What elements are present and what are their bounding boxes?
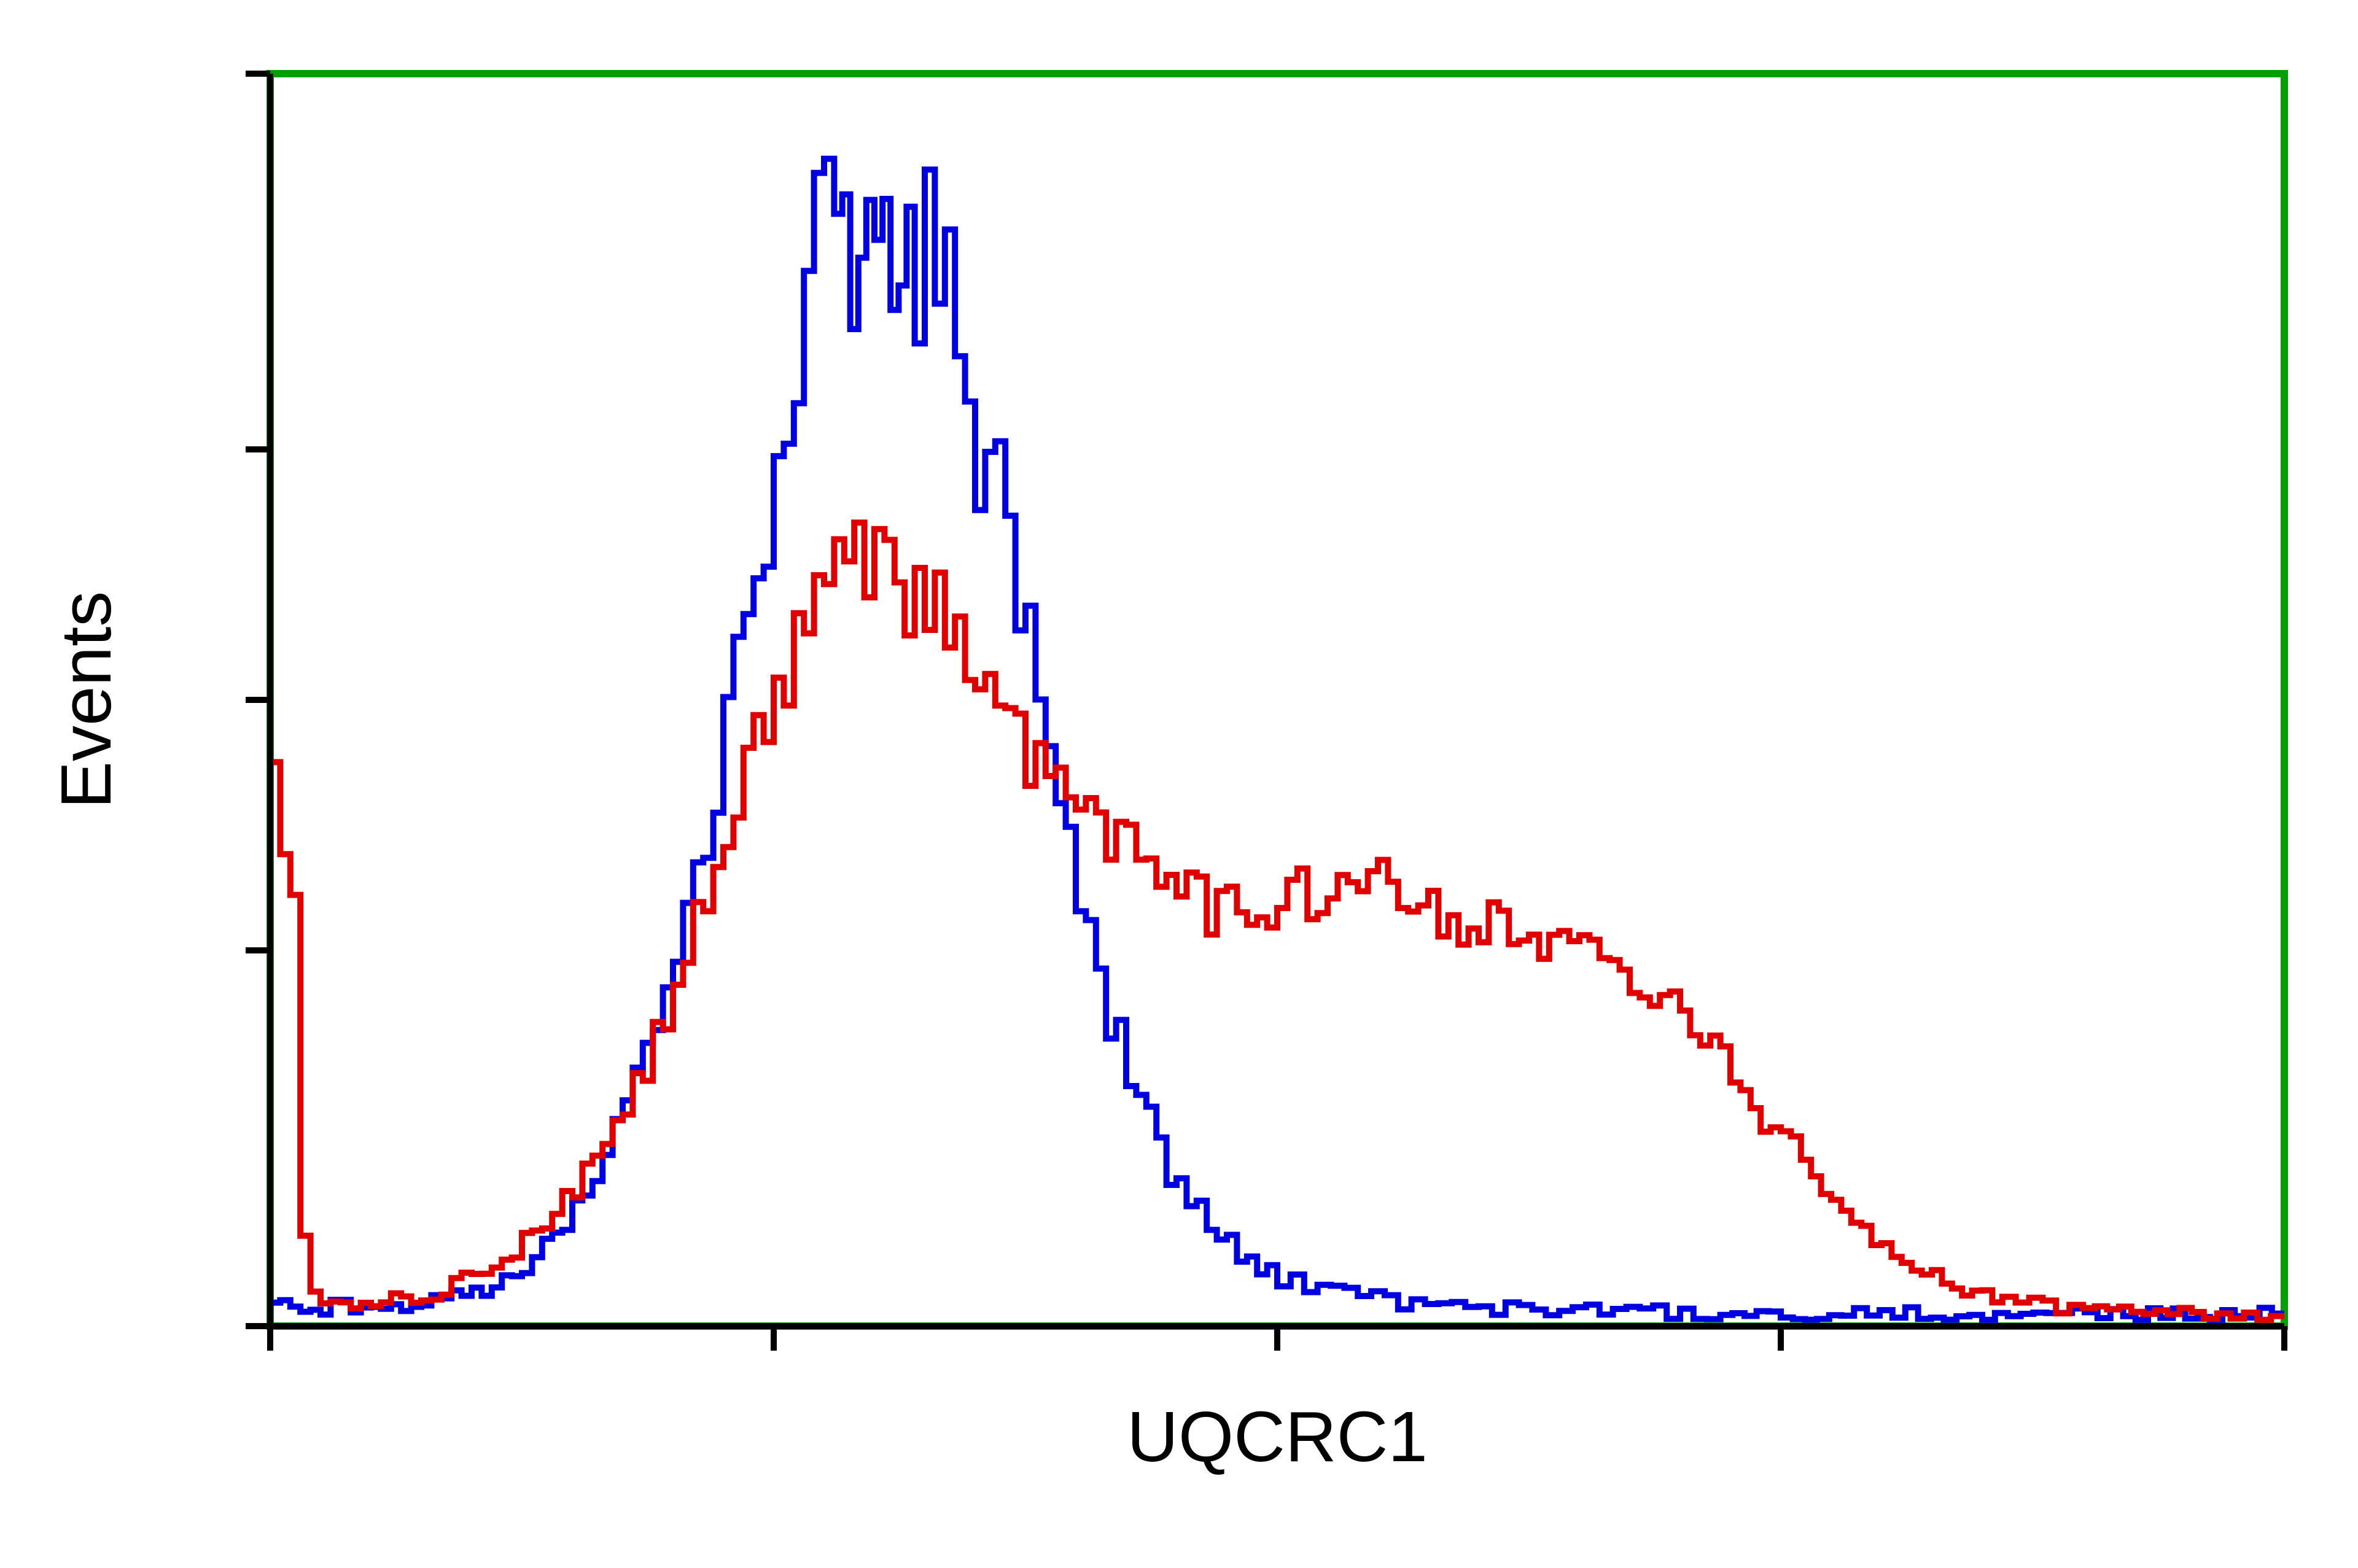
- plot-frame: [270, 74, 2284, 1326]
- y-axis-label: Events: [46, 591, 126, 809]
- chart-wrap: UQCRC1 Events: [0, 0, 2358, 1568]
- flow-cytometry-histogram: UQCRC1 Events: [0, 0, 2358, 1568]
- x-axis-label: UQCRC1: [1127, 1397, 1428, 1477]
